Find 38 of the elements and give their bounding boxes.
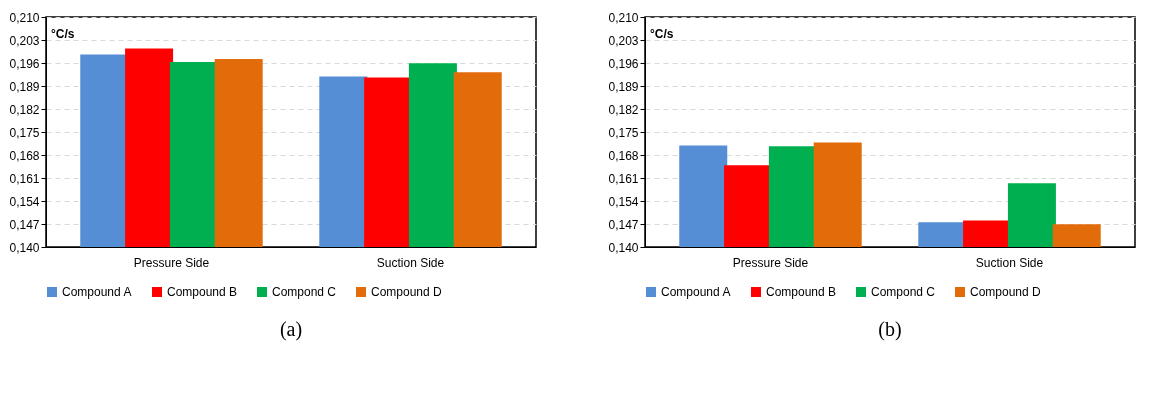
- legend-label: Compound B: [766, 285, 837, 299]
- y-tick-label: 0,196: [9, 56, 40, 71]
- y-tick-label: 0,210: [9, 10, 40, 25]
- y-tick-label: 0,168: [9, 148, 40, 163]
- legend-label: Compound A: [661, 285, 731, 299]
- legend-label: Compound D: [371, 285, 443, 299]
- legend-label: Compound A: [62, 285, 132, 299]
- y-tick-label: 0,203: [608, 33, 639, 48]
- y-tick-label: 0,196: [608, 56, 639, 71]
- y-axis-title: °C/s: [51, 27, 75, 41]
- legend-label: Compond C: [272, 285, 337, 299]
- y-tick-label: 0,189: [608, 79, 639, 94]
- y-tick-label: 0,147: [608, 217, 639, 232]
- y-tick-label: 0,168: [608, 148, 639, 163]
- x-tick-label: Pressure Side: [732, 255, 809, 270]
- y-axis-title: °C/s: [650, 27, 674, 41]
- y-tick-label: 0,154: [9, 194, 40, 209]
- y-tick-label: 0,210: [608, 10, 639, 25]
- text: (a): [279, 318, 303, 341]
- y-tick-label: 0,175: [608, 125, 639, 140]
- y-tick-label: 0,182: [9, 102, 40, 117]
- y-tick-label: 0,147: [9, 217, 40, 232]
- y-tick-label: 0,182: [608, 102, 639, 117]
- x-tick-label: Suction Side: [975, 255, 1044, 270]
- y-tick-label: 0,203: [9, 33, 40, 48]
- y-tick-label: 0,161: [608, 171, 639, 186]
- y-tick-label: 0,175: [9, 125, 40, 140]
- text: (b): [878, 318, 902, 341]
- legend-label: Compound B: [167, 285, 238, 299]
- y-tick-label: 0,161: [9, 171, 40, 186]
- legend-label: Compound D: [970, 285, 1042, 299]
- x-tick-label: Pressure Side: [133, 255, 210, 270]
- y-tick-label: 0,154: [608, 194, 639, 209]
- x-tick-label: Suction Side: [376, 255, 445, 270]
- y-tick-label: 0,140: [608, 240, 639, 255]
- y-tick-label: 0,140: [9, 240, 40, 255]
- y-tick-label: 0,189: [9, 79, 40, 94]
- legend-label: Compond C: [871, 285, 936, 299]
